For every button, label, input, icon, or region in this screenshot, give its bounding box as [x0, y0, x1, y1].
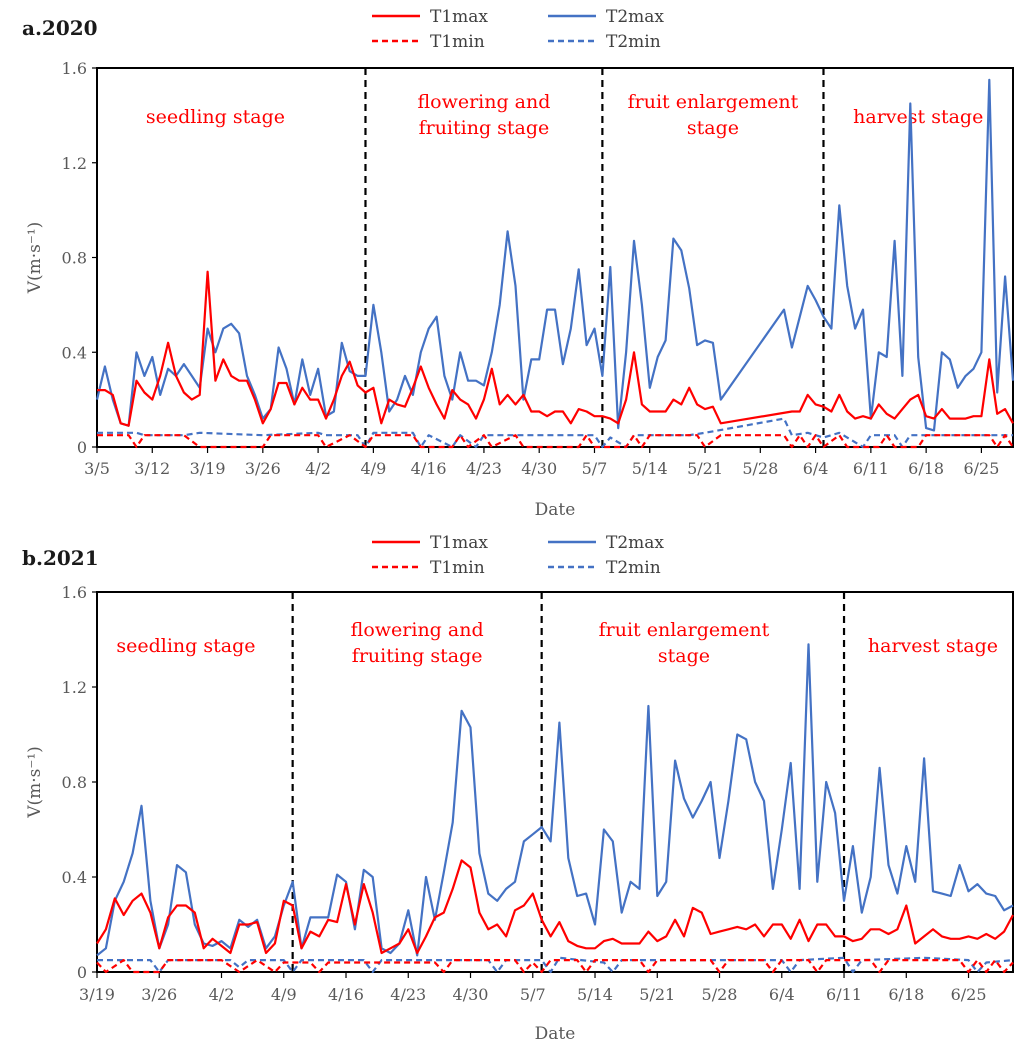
- x-tick-label: 4/2: [209, 985, 235, 1004]
- legend-label-t1max: T1max: [430, 533, 488, 553]
- series-t1max-line: [97, 270, 1014, 427]
- x-tick-label: 4/30: [521, 459, 557, 478]
- panel-title: a.2020: [22, 16, 98, 40]
- stage-label: flowering and: [417, 91, 550, 113]
- y-axis-label: V(m·s⁻¹): [25, 746, 45, 819]
- series-t2min-line: [97, 956, 1014, 974]
- panel-a-2020: a.2020 0 0.4 0.8 1.2 1.6 3/5 3/12 3/19 3/26 4/2 4/9…: [22, 7, 1015, 520]
- x-tick-label: 3/5: [84, 459, 110, 478]
- x-tick-label: 4/23: [466, 459, 502, 478]
- x-tick-label: 6/18: [908, 459, 944, 478]
- x-tick-label: 3/19: [190, 459, 226, 478]
- y-tick-label: 0: [77, 438, 87, 457]
- x-tick-label: 3/19: [79, 985, 115, 1004]
- legend-label-t2min: T2min: [606, 32, 661, 52]
- x-tick-label: 3/12: [134, 459, 170, 478]
- x-tick-label: 4/16: [328, 985, 364, 1004]
- x-axis-label: Date: [535, 500, 576, 520]
- legend-label-t2min: T2min: [606, 558, 661, 578]
- y-tick-label: 0.8: [62, 773, 87, 792]
- x-tick-label: 4/23: [390, 985, 426, 1004]
- stage-label: fruiting stage: [419, 117, 550, 139]
- x-tick-label: 5/14: [632, 459, 668, 478]
- x-tick-label: 3/26: [141, 985, 177, 1004]
- y-tick-label: 1.2: [62, 678, 87, 697]
- series-t1min-line: [96, 958, 1014, 974]
- x-tick-label: 4/9: [361, 459, 387, 478]
- series-t2min-line: [97, 417, 1013, 449]
- y-tick-label: 0.4: [62, 868, 87, 887]
- x-tick-label: 5/21: [639, 985, 675, 1004]
- stage-label: harvest stage: [868, 635, 998, 657]
- x-tick-label: 3/26: [245, 459, 281, 478]
- panel-b-2021: b.2021 0 0.4 0.8 1.2 1.6 3/19 3/26 4/2 4/9 4/16 4/2…: [22, 533, 1014, 1044]
- x-tick-label: 6/11: [853, 459, 889, 478]
- stage-label: seedling stage: [146, 106, 285, 128]
- x-tick-label: 5/7: [582, 459, 608, 478]
- series-t1max-line: [96, 859, 1014, 955]
- x-tick-label: 5/7: [520, 985, 546, 1004]
- x-tick-label: 6/4: [803, 459, 829, 478]
- x-tick-label: 5/14: [577, 985, 613, 1004]
- x-tick-label: 6/25: [963, 459, 999, 478]
- stage-label: fruit enlargement: [599, 619, 770, 641]
- legend-label-t1min: T1min: [430, 32, 485, 52]
- y-tick-label: 0.8: [62, 249, 87, 268]
- y-tick-label: 1.6: [62, 59, 87, 78]
- x-tick-label: 4/16: [411, 459, 447, 478]
- x-tick-label: 5/28: [742, 459, 778, 478]
- stage-label: flowering and: [351, 619, 484, 641]
- legend-label-t2max: T2max: [606, 533, 664, 553]
- x-tick-label: 6/4: [769, 985, 795, 1004]
- x-axis-label: Date: [535, 1024, 576, 1044]
- stage-label: fruiting stage: [352, 645, 483, 667]
- x-tick-label: 5/28: [702, 985, 738, 1004]
- x-tick-label: 6/25: [951, 985, 987, 1004]
- stage-label: harvest stage: [853, 106, 983, 128]
- series-t1min-line: [97, 434, 1014, 449]
- stage-label: fruit enlargement: [628, 91, 799, 113]
- series-t2max-line: [95, 78, 1015, 432]
- x-tick-label: 5/21: [687, 459, 723, 478]
- y-tick-label: 1.2: [62, 154, 87, 173]
- x-tick-label: 6/18: [888, 985, 924, 1004]
- y-tick-label: 1.6: [62, 583, 87, 602]
- y-tick-label: 0.4: [62, 343, 87, 362]
- y-tick-label: 0: [77, 963, 87, 982]
- legend-label-t1min: T1min: [430, 558, 485, 578]
- x-tick-label: 6/11: [826, 985, 862, 1004]
- legend-label-t2max: T2max: [606, 7, 664, 27]
- legend-label-t1max: T1max: [430, 7, 488, 27]
- x-tick-label: 4/2: [305, 459, 331, 478]
- series-t2max-line: [96, 643, 1014, 957]
- stage-label: stage: [658, 645, 710, 667]
- y-axis-label: V(m·s⁻¹): [25, 222, 45, 295]
- stage-label: seedling stage: [116, 635, 255, 657]
- stage-label: stage: [687, 117, 739, 139]
- x-tick-label: 4/9: [271, 985, 297, 1004]
- x-tick-label: 4/30: [453, 985, 489, 1004]
- panel-title: b.2021: [22, 546, 99, 570]
